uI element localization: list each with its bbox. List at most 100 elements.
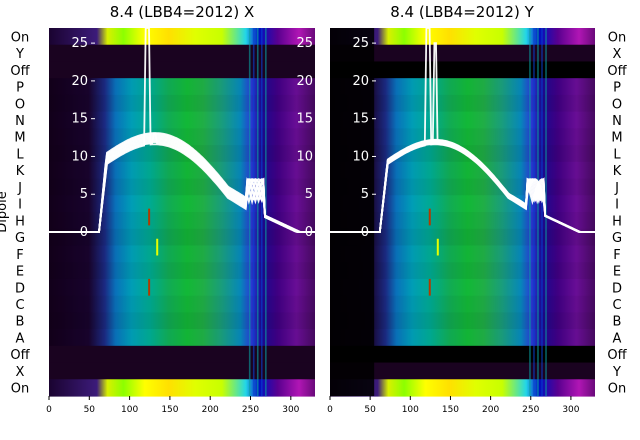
dipole-row-label: M bbox=[14, 131, 25, 146]
inner-y-tick-label: 15 bbox=[352, 112, 369, 127]
dipole-row-label: P bbox=[613, 81, 621, 96]
heatmap-row-shade bbox=[49, 161, 315, 180]
x-tick-label: 300 bbox=[562, 405, 579, 415]
dipole-row-label: F bbox=[613, 248, 620, 263]
heatmap-row-on bbox=[49, 28, 315, 46]
heatmap-row-shade bbox=[49, 312, 315, 330]
dipole-row-label: B bbox=[613, 315, 622, 330]
heatmap-row-shade bbox=[330, 329, 595, 347]
panel-y-x-axis: 0 50 100 150 200 250 300 bbox=[327, 396, 580, 415]
heatmap-row-shade bbox=[49, 195, 315, 213]
heatmap-row-i bbox=[330, 195, 595, 213]
heatmap-row-shade bbox=[330, 262, 595, 280]
flag-marker bbox=[148, 278, 151, 296]
heatmap-row-shade bbox=[330, 78, 595, 96]
heatmap-row-shade bbox=[330, 295, 595, 313]
inner-y-tick-label-right: 25 bbox=[296, 36, 313, 51]
rfi-streak bbox=[248, 28, 251, 396]
rfi-streak bbox=[545, 28, 547, 396]
heatmap-row-shade bbox=[49, 78, 315, 96]
heatmap-row-off bbox=[49, 61, 315, 79]
panel-y-title: 8.4 (LBB4=2012) Y bbox=[390, 3, 534, 21]
heatmap-row-shade bbox=[330, 212, 595, 230]
dipole-row-label: X bbox=[613, 47, 622, 62]
inner-y-tick-label: 20 bbox=[352, 74, 369, 89]
dipole-row-label: D bbox=[612, 281, 622, 296]
inner-y-tick-label-right: 15 bbox=[296, 112, 313, 127]
panel-x-x-axis: 0 50 100 150 200 250 300 bbox=[46, 396, 300, 415]
rfi-streak bbox=[265, 28, 267, 396]
x-tick-label: 250 bbox=[522, 405, 539, 415]
dipole-row-label: On bbox=[11, 382, 29, 397]
heatmap-row-c bbox=[330, 295, 595, 313]
dipole-row-label: Y bbox=[15, 47, 24, 62]
heatmap-row-g bbox=[330, 228, 595, 247]
inner-y-tick-label-right: 10 bbox=[296, 149, 313, 164]
heatmap-row-shade bbox=[49, 278, 315, 297]
heatmap-row-shade bbox=[49, 178, 315, 196]
inner-y-tick-label: 25 bbox=[71, 36, 88, 51]
dipole-row-label: J bbox=[614, 181, 619, 196]
flag-marker bbox=[148, 208, 151, 226]
heatmap-row-y bbox=[330, 362, 595, 380]
flag-marker bbox=[428, 208, 431, 226]
rfi-streak bbox=[260, 28, 263, 396]
dipole-row-label: X bbox=[16, 365, 25, 380]
inner-y-tick-label: 10 bbox=[352, 149, 369, 164]
rfi-streak bbox=[537, 28, 539, 396]
heatmap-row-e bbox=[330, 262, 595, 280]
inner-y-tick-label-right: 0 bbox=[305, 225, 313, 240]
x-tick-label: 100 bbox=[121, 405, 138, 415]
heatmap-row-off bbox=[330, 61, 595, 79]
inner-y-tick-label: 5 bbox=[361, 187, 369, 202]
flag-marker bbox=[156, 238, 159, 256]
heatmap-row-shade bbox=[49, 295, 315, 313]
heatmap-row-o bbox=[49, 94, 315, 113]
heatmap-row-a bbox=[49, 329, 315, 347]
dipole-row-label: On bbox=[608, 30, 626, 45]
heatmap-row-d bbox=[49, 278, 315, 297]
heatmap-row-shade bbox=[330, 312, 595, 330]
dipole-row-label: H bbox=[15, 214, 25, 229]
inner-y-tick-label: 20 bbox=[71, 74, 88, 89]
dipole-row-label: A bbox=[613, 331, 622, 346]
panel-y-polarization: 8.4 (LBB4=2012) Y 0 5 10 15 20 25 On X Off PONML… bbox=[327, 3, 627, 415]
heatmap-row-b bbox=[330, 312, 595, 330]
dipole-row-label: L bbox=[613, 147, 621, 162]
panel-y-heatmap bbox=[330, 28, 595, 397]
heatmap-row-shade bbox=[330, 245, 595, 263]
rfi-streak bbox=[541, 28, 543, 396]
heatmap-row-p bbox=[49, 78, 315, 96]
dipole-row-label: E bbox=[613, 265, 621, 280]
dipole-row-label: C bbox=[15, 298, 24, 313]
heatmap-row-e bbox=[49, 262, 315, 280]
x-tick-label: 150 bbox=[442, 405, 459, 415]
heatmap-row-f bbox=[330, 245, 595, 263]
rfi-streak bbox=[529, 28, 531, 396]
heatmap-row-shade bbox=[330, 111, 595, 129]
inner-y-tick-label-right: 5 bbox=[305, 187, 313, 202]
heatmap-row-p bbox=[330, 78, 595, 96]
panel-x-heatmap bbox=[49, 28, 315, 397]
heatmap-row-x bbox=[330, 44, 595, 63]
heatmap-row-off bbox=[49, 345, 315, 364]
dipole-row-label: D bbox=[15, 281, 25, 296]
dipole-row-label: I bbox=[18, 198, 22, 213]
y-axis-label: Dipole bbox=[0, 191, 10, 232]
rfi-streak bbox=[256, 28, 259, 396]
panel-x-title: 8.4 (LBB4=2012) X bbox=[110, 3, 255, 21]
heatmap-row-b bbox=[49, 312, 315, 330]
x-tick-label: 200 bbox=[202, 405, 219, 415]
panel-x-polarization: 8.4 (LBB4=2012) X Dipole 0 0 5 5 10 10 15 15 20 2… bbox=[0, 3, 315, 415]
dipole-row-label: M bbox=[611, 131, 622, 146]
heatmap-row-off bbox=[330, 345, 595, 364]
dipole-row-label: A bbox=[16, 331, 25, 346]
inner-y-tick-label-right: 20 bbox=[296, 74, 313, 89]
flag-marker bbox=[436, 238, 439, 256]
dipole-row-label: P bbox=[16, 81, 24, 96]
inner-y-tick-label: 15 bbox=[71, 112, 88, 127]
dipole-row-label: O bbox=[612, 97, 622, 112]
